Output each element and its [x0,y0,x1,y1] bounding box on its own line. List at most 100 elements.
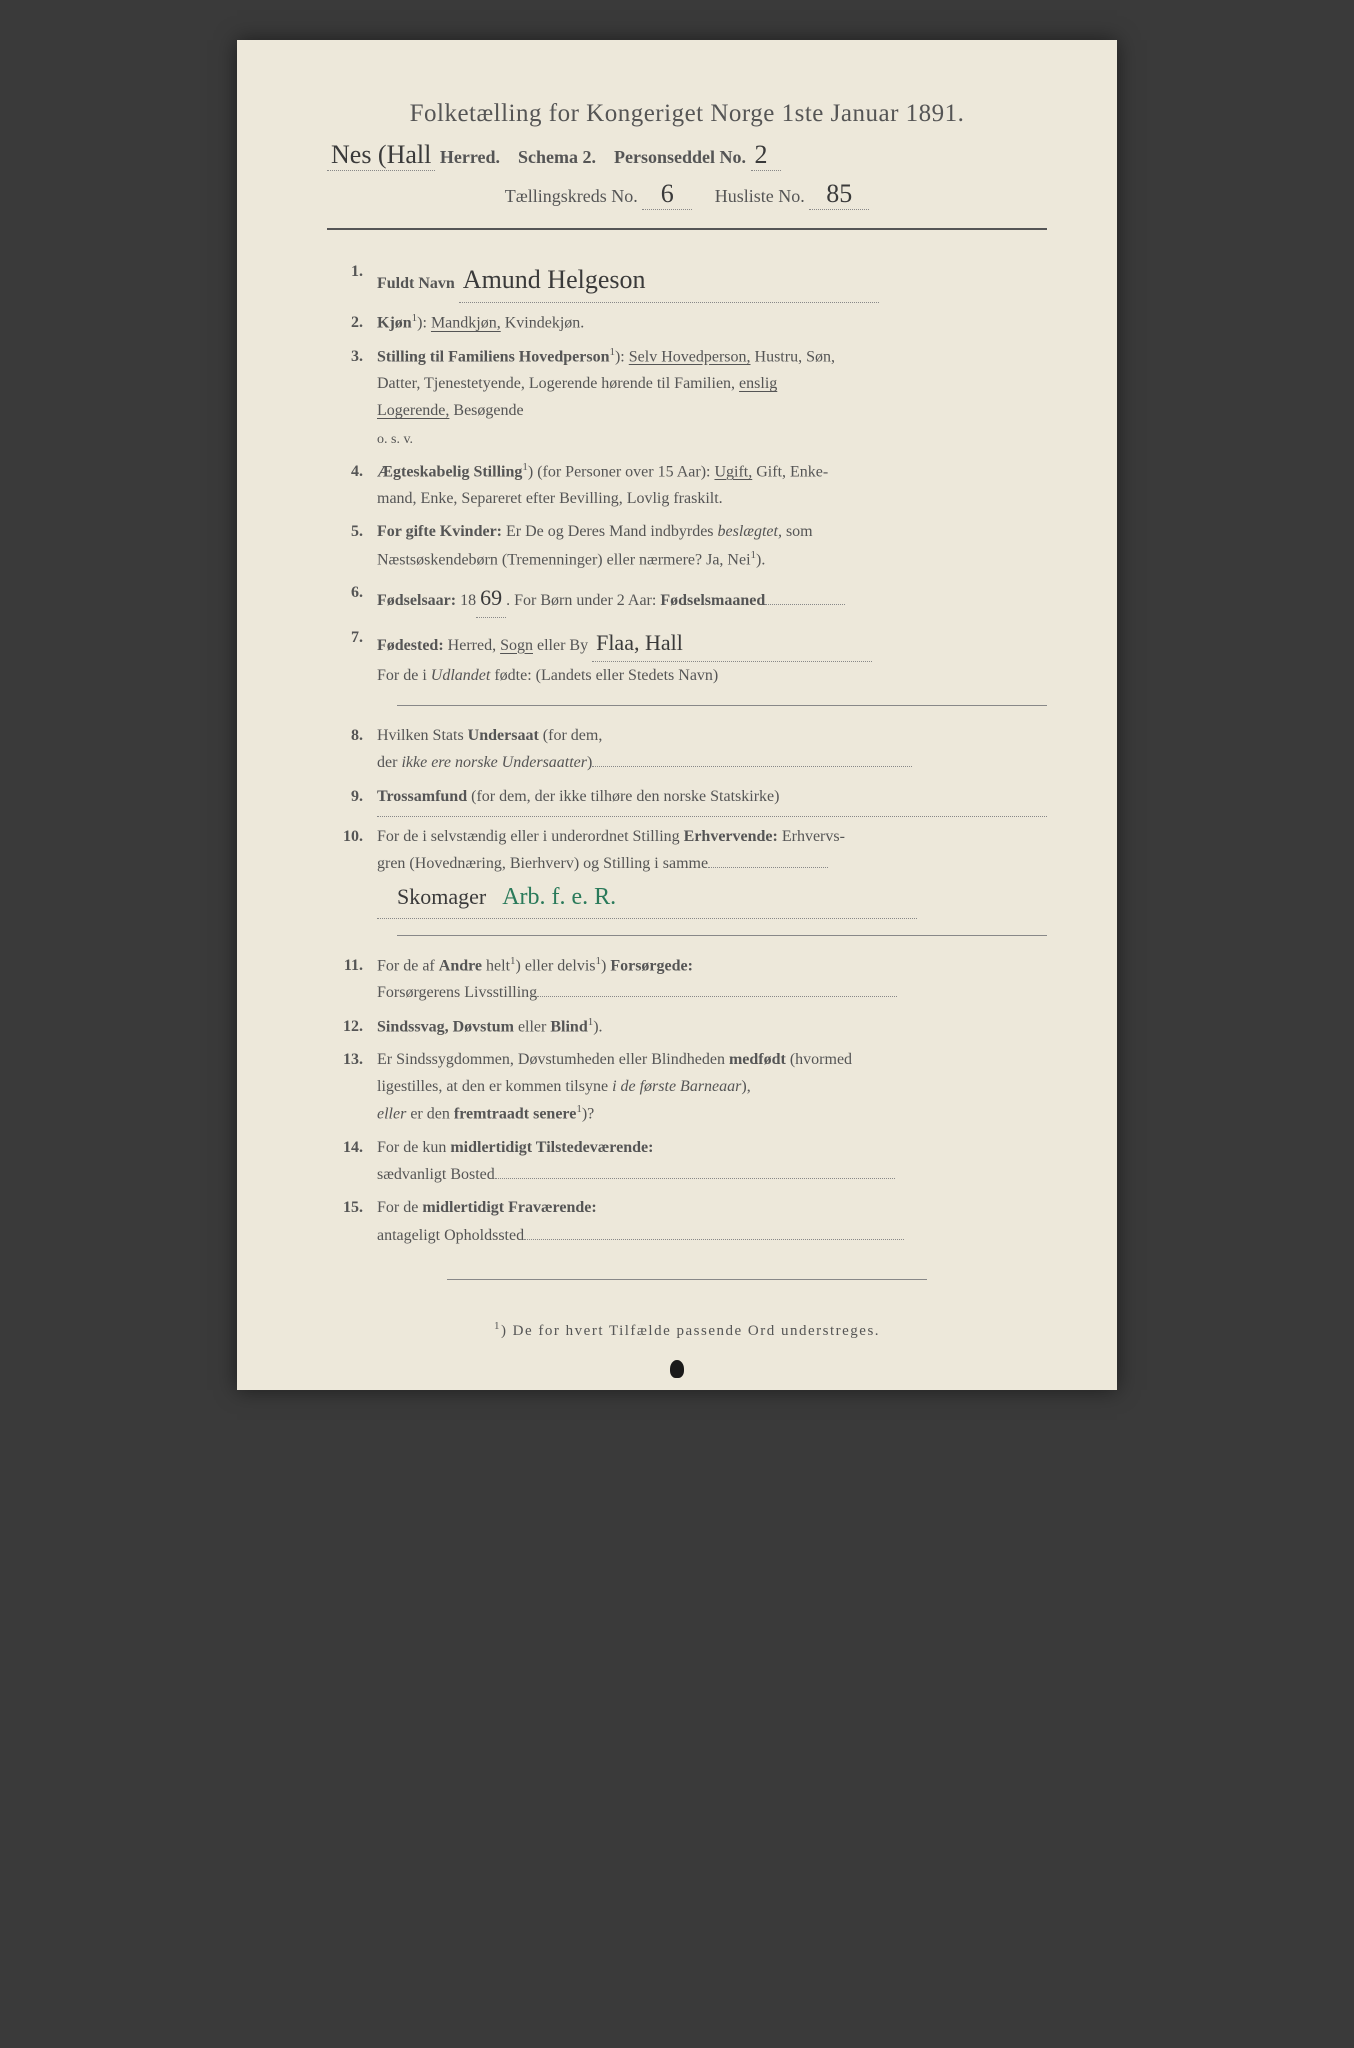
form-title: Folketælling for Kongeriget Norge 1ste J… [327,100,1047,128]
field-2: 2. Kjøn1): Mandkjøn, Kvindekjøn. [337,309,1047,337]
line2: mand, Enke, Separeret efter Bevilling, L… [377,490,723,507]
label: Trossamfund [377,788,467,805]
footnote: 1) De for hvert Tilfælde passende Ord un… [327,1320,1047,1340]
personseddel-label: Personseddel No. [614,147,746,167]
footnote-text: ) De for hvert Tilfælde passende Ord und… [501,1323,880,1339]
t2: eller By [533,637,588,654]
t2: (for dem, [539,727,603,744]
name-value: Amund Helgeson [459,258,650,302]
field-7: 7. Fødested: Herred, Sogn eller By Flaa,… [337,624,1047,690]
field-body: Fødested: Herred, Sogn eller By Flaa, Ha… [377,624,1047,690]
field-14: 14. For de kun midlertidigt Tilstedevære… [337,1134,1047,1188]
husliste-label: Husliste No. [715,186,805,206]
label: Sindssvag, Døvstum [377,1018,514,1035]
label: Fødested: [377,637,444,654]
sex-rest: Kvindekjøn. [501,315,585,332]
label3: fremtraadt senere [454,1106,576,1123]
em1: beslægtet, [718,523,782,540]
label: Ægteskabelig Stilling [377,463,522,480]
field-body: For gifte Kvinder: Er De og Deres Mand i… [377,518,1047,573]
sup: 1 [522,461,528,473]
field-body: Stilling til Familiens Hovedperson1): Se… [377,343,1047,452]
birthplace-line: Flaa, Hall [592,624,872,662]
end: ). [593,1018,602,1035]
line2: sædvanligt Bosted [377,1166,495,1183]
personseddel-no: 2 [751,140,781,171]
field-num: 3. [337,343,377,452]
name-line: Amund Helgeson [459,258,879,303]
label: For gifte Kvinder: [377,523,502,540]
t1: For de af [377,957,439,974]
t1: (for Personer over 15 Aar): [533,463,714,480]
blank1 [708,867,828,868]
field-5: 5. For gifte Kvinder: Er De og Deres Man… [337,518,1047,573]
label: midlertidigt Tilstedeværende: [450,1139,653,1156]
t4: ) [601,957,610,974]
t2: Gift, Enke- [752,463,828,480]
t1: For de i selvstændig eller i underordnet… [377,828,684,845]
l3em: eller [377,1106,406,1123]
t1: Herred, [444,637,500,654]
month-blank [765,604,845,605]
field-body: For de midlertidigt Fraværende: antageli… [377,1194,1047,1248]
field-body: Fødselsaar: 1869. For Børn under 2 Aar: … [377,579,1047,617]
line2: Datter, Tjenestetyende, Logerende hørend… [377,375,739,392]
schema-label: Schema 2. [518,147,596,167]
field-body: For de af Andre helt1) eller delvis1) Fo… [377,952,1047,1007]
label: Kjøn [377,315,412,332]
field-9: 9. Trossamfund (for dem, der ikke tilhør… [337,783,1047,817]
herred-label: Herred. [440,147,500,167]
occupation-note: Arb. f. e. R. [502,884,616,910]
l2a: der [377,754,401,771]
l2a: ligestilles, at den er kommen tilsyne [377,1078,612,1095]
opt-logerende: Logerende, [377,402,449,419]
l2b: ), [741,1078,750,1095]
header-line-1: Nes (Hall Herred. Schema 2. Personseddel… [327,140,1047,171]
field-6: 6. Fødselsaar: 1869. For Børn under 2 Aa… [337,579,1047,617]
prefix: 18 [456,592,476,609]
section-rule [397,935,1047,936]
label: Undersaat [468,727,539,744]
field-13: 13. Er Sindssygdommen, Døvstumheden elle… [337,1046,1047,1128]
line2: Næstsøskendebørn (Tremenninger) eller næ… [377,551,751,568]
field-4: 4. Ægteskabelig Stilling1) (for Personer… [337,458,1047,513]
line2: gren (Hovednæring, Bierhverv) og Stillin… [377,855,708,872]
kreds-label: Tællingskreds No. [505,186,638,206]
opt-enslig: enslig [739,375,777,392]
l2b: fødte: (Landets eller Stedets Navn) [490,667,718,684]
l2a: For de i [377,667,431,684]
osv: o. s. v. [377,432,413,447]
label: Fuldt Navn [377,275,455,292]
census-form-page: Folketælling for Kongeriget Norge 1ste J… [237,40,1117,1390]
line3rest: Besøgende [449,402,523,419]
text: eller [514,1018,550,1035]
footnote-sup: 1 [494,1320,501,1332]
field-body: Hvilken Stats Undersaat (for dem, der ik… [377,722,1047,776]
t2: Erhvervs- [778,828,845,845]
label1: Andre [439,957,482,974]
label: midlertidigt Fraværende: [422,1199,596,1216]
opt-sogn: Sogn [500,637,533,654]
field-num: 2. [337,309,377,337]
t2: (hvormed [786,1051,852,1068]
t2: som [782,523,813,540]
field-num: 13. [337,1046,377,1128]
end: )? [582,1106,594,1123]
field-body: Er Sindssygdommen, Døvstumheden eller Bl… [377,1046,1047,1128]
field-body: Sindssvag, Døvstum eller Blind1). [377,1013,1047,1041]
herred-value: Nes (Hall [327,140,435,171]
field-8: 8. Hvilken Stats Undersaat (for dem, der… [337,722,1047,776]
blank [537,996,897,997]
field-num: 12. [337,1013,377,1041]
field-num: 4. [337,458,377,513]
field-body: Trossamfund (for dem, der ikke tilhøre d… [377,783,1047,817]
field-11: 11. For de af Andre helt1) eller delvis1… [337,952,1047,1007]
husliste-no: 85 [809,179,869,210]
label: Erhvervende: [684,828,778,845]
occupation-line: Skomager Arb. f. e. R. [377,877,917,919]
field-num: 15. [337,1194,377,1248]
t2: helt [482,957,510,974]
t1: Er De og Deres Mand indbyrdes [502,523,718,540]
field-10: 10. For de i selvstændig eller i underor… [337,823,1047,919]
field-num: 5. [337,518,377,573]
